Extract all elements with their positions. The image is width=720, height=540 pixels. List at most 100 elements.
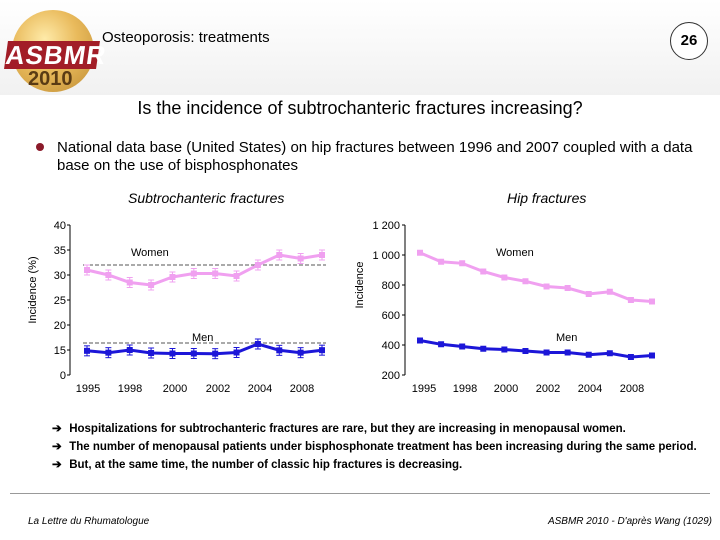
data-point [438, 341, 445, 348]
footer-citation: ASBMR 2010 - D'après Wang (1029) [547, 516, 712, 527]
x-tick-label: 2000 [163, 383, 187, 395]
conclusion-text: But, at the same time, the number of cla… [69, 459, 463, 471]
y-tick-label: 30 [54, 270, 66, 282]
y-tick-label: 15 [54, 345, 66, 357]
data-point [480, 345, 487, 352]
x-tick-label: 1998 [453, 383, 477, 395]
data-point [126, 347, 133, 353]
arrow-right-icon: ➔ [52, 459, 62, 471]
data-point [627, 354, 634, 360]
data-point [190, 350, 197, 357]
data-point [459, 343, 466, 350]
x-tick-label: 2002 [536, 383, 560, 395]
data-point [169, 350, 176, 357]
conclusion-text: The number of menopausal patients under … [69, 441, 697, 453]
series-label-men: Men [192, 332, 213, 344]
chart-title-subtrochanteric: Subtrochanteric fractures [128, 190, 285, 206]
data-point [84, 347, 90, 354]
data-point [105, 272, 112, 278]
data-point [585, 291, 592, 297]
data-point [417, 337, 423, 344]
data-point [319, 252, 325, 258]
series-label-women: Women [496, 247, 534, 259]
data-point [627, 297, 634, 303]
data-point [501, 274, 508, 281]
x-tick-label: 1998 [118, 383, 142, 395]
data-point [297, 255, 304, 262]
y-axis-label: Incidence (%) [27, 256, 39, 323]
chart-title-hip: Hip fractures [507, 190, 587, 206]
data-point [190, 270, 197, 277]
data-point [564, 349, 571, 356]
data-point [649, 298, 655, 305]
data-point [564, 285, 571, 291]
y-tick-label: 35 [54, 245, 66, 257]
data-point [480, 268, 487, 275]
data-point [126, 279, 133, 286]
data-point [276, 252, 283, 258]
data-point [319, 347, 325, 354]
data-point [522, 348, 529, 354]
y-tick-label: 200 [382, 370, 400, 382]
data-point [438, 258, 445, 265]
series-line-men [419, 339, 653, 359]
header-title: Osteoporosis: treatments [102, 29, 270, 46]
data-point [169, 274, 176, 280]
y-tick-label: 0 [60, 370, 66, 382]
data-point [501, 346, 508, 353]
asbmr-logo: ASBMR 2010 [4, 10, 108, 96]
y-tick-label: 25 [54, 295, 66, 307]
series-label-women: Women [131, 247, 169, 259]
y-tick-label: 800 [382, 280, 400, 292]
x-tick-label: 2000 [494, 383, 518, 395]
data-point [543, 283, 550, 290]
data-point [84, 267, 90, 273]
footer-divider [10, 493, 710, 494]
data-point [212, 270, 219, 277]
x-tick-label: 1995 [412, 383, 436, 395]
series-label-men: Men [556, 332, 577, 344]
data-point [276, 347, 283, 354]
series-line-women [419, 251, 653, 303]
data-point [105, 349, 112, 356]
data-point [212, 350, 219, 357]
series-line-women [86, 253, 323, 287]
bullet-text: National data base (United States) on hi… [57, 139, 693, 174]
conclusion-text: Hospitalizations for subtrochanteric fra… [69, 423, 626, 435]
data-point [417, 249, 423, 256]
conclusion-item: ➔ Hospitalizations for subtrochanteric f… [52, 420, 712, 438]
data-point [522, 278, 529, 285]
page-number: 26 [670, 22, 708, 60]
x-tick-label: 2008 [620, 383, 644, 395]
x-tick-label: 1995 [76, 383, 100, 395]
data-point [254, 262, 261, 268]
y-tick-label: 400 [382, 340, 400, 352]
data-point [233, 349, 240, 356]
slide-title: Is the incidence of subtrochanteric frac… [137, 98, 583, 118]
arrow-right-icon: ➔ [52, 441, 62, 453]
data-point [543, 349, 550, 356]
y-tick-label: 1 000 [372, 250, 400, 262]
y-tick-label: 20 [54, 320, 66, 332]
y-tick-label: 600 [382, 310, 400, 322]
y-axis-label: Incidence [354, 261, 366, 308]
x-tick-label: 2004 [248, 383, 272, 395]
data-point [148, 282, 155, 288]
data-point [649, 352, 655, 359]
data-point [585, 351, 592, 358]
data-point [148, 350, 155, 356]
y-tick-label: 1 200 [372, 220, 400, 232]
conclusions: ➔ Hospitalizations for subtrochanteric f… [52, 420, 712, 474]
x-tick-label: 2002 [206, 383, 230, 395]
data-point [254, 341, 261, 347]
data-point [297, 349, 304, 356]
series-line-men [86, 342, 323, 356]
data-point [233, 273, 240, 279]
logo-year: 2010 [28, 68, 73, 90]
bullet-icon [36, 143, 44, 151]
footer-source: La Lettre du Rhumatologue [28, 516, 150, 527]
arrow-right-icon: ➔ [52, 423, 62, 435]
data-point [606, 350, 613, 357]
y-tick-label: 40 [54, 220, 66, 232]
